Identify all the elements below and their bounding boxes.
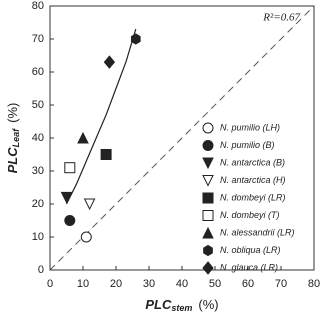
x-tick-label: 70 (275, 278, 287, 290)
y-tick-label: 30 (32, 165, 44, 177)
x-tick-label: 50 (209, 278, 221, 290)
legend-label: N. glauca (LR) (220, 262, 278, 272)
legend-label: N. dombeyi (LR) (220, 192, 286, 202)
legend-marker (202, 226, 214, 239)
y-tick-label: 20 (32, 198, 44, 210)
x-title-unit: (%) (198, 297, 218, 312)
y-axis-title: PLCLeaf (%) (5, 103, 21, 174)
point (130, 33, 141, 45)
legend-marker (202, 122, 214, 134)
y-tick-label: 70 (32, 33, 44, 45)
point (103, 55, 116, 69)
legend-marker (202, 261, 214, 275)
point (80, 231, 92, 243)
x-tick-label: 30 (143, 278, 155, 290)
legend-marker (202, 140, 214, 151)
point (100, 149, 112, 160)
x-title-sub: stem (171, 303, 192, 313)
point (60, 191, 73, 204)
y-tick-label: 50 (32, 99, 44, 111)
legend-label: N. antarctica (H) (220, 175, 286, 185)
point (83, 198, 96, 211)
legend-label: N. antarctica (B) (220, 157, 285, 167)
legend-marker (202, 192, 214, 204)
legend-marker (203, 244, 213, 257)
x-tick-label: 40 (176, 278, 188, 290)
y-title-main: PLC (5, 147, 20, 174)
x-axis-title: PLCstem (%) (145, 297, 218, 313)
y-tick-label: 60 (32, 66, 44, 78)
y-tick-label: 80 (32, 0, 44, 12)
point (77, 131, 89, 144)
fit-curve (65, 28, 137, 205)
x-tick-label: 80 (308, 278, 320, 290)
x-tick-label: 20 (110, 278, 122, 290)
one-to-one-line (49, 5, 315, 271)
point (64, 162, 76, 174)
annotation: R²=0.67 (262, 12, 300, 24)
y-tick-label: 0 (38, 264, 44, 276)
y-tick-label: 40 (32, 132, 44, 144)
legend-label: N. obliqua (LR) (220, 245, 281, 255)
legend-marker (202, 157, 214, 170)
y-tick-label: 10 (32, 231, 44, 243)
y-title-unit: (%) (5, 103, 20, 123)
legend-label: N. pumilio (B) (220, 140, 275, 150)
legend-marker (202, 210, 214, 221)
legend-label: N. alessandrii (LR) (220, 227, 295, 237)
legend-label: N. pumilio (LH) (220, 122, 280, 132)
x-tick-label: 10 (77, 278, 89, 290)
y-title-sub: Leaf (11, 128, 21, 148)
x-title-main: PLC (145, 297, 172, 312)
point (64, 215, 76, 226)
x-tick-label: 0 (47, 278, 53, 290)
x-tick-label: 60 (242, 278, 254, 290)
legend-label: N. dombeyi (T) (220, 210, 280, 220)
legend-marker (202, 175, 214, 187)
